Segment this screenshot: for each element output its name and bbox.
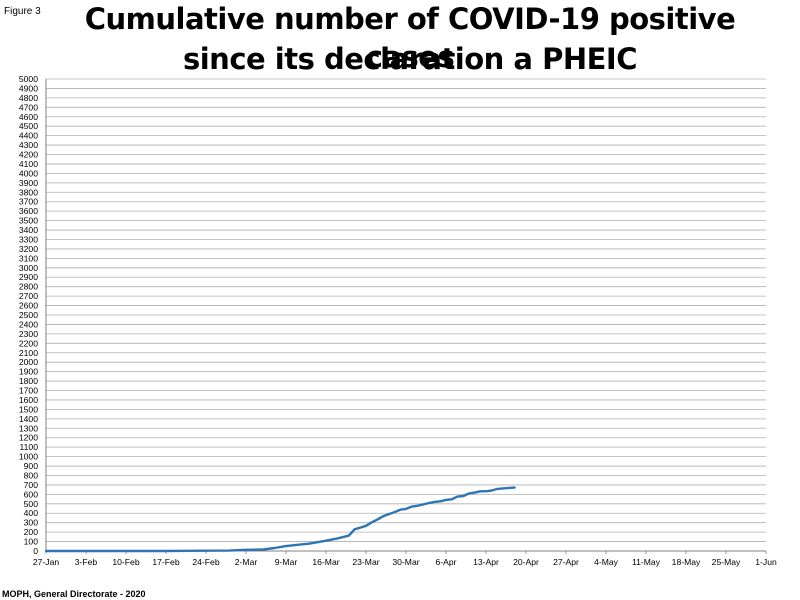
y-tick-label: 1900 xyxy=(19,367,38,377)
y-tick-label: 2900 xyxy=(19,272,38,282)
y-tick-label: 1300 xyxy=(19,423,38,433)
y-tick-label: 2200 xyxy=(19,338,38,348)
y-tick-label: 0 xyxy=(33,546,38,556)
y-tick-label: 4900 xyxy=(19,83,38,93)
y-tick-label: 500 xyxy=(24,499,39,509)
y-tick-label: 4000 xyxy=(19,168,38,178)
x-tick-label: 23-Mar xyxy=(352,557,379,567)
axes xyxy=(45,79,767,554)
x-tick-label: 30-Mar xyxy=(392,557,419,567)
y-tick-label: 1100 xyxy=(20,442,39,452)
y-tick-label: 1000 xyxy=(19,452,38,462)
x-axis-tick-labels: 27-Jan 3-Feb 10-Feb 17-Feb 24-Feb 2-Mar 9-Mar 1… xyxy=(33,557,777,567)
y-tick-label: 1700 xyxy=(19,386,38,396)
x-tick-label: 27-Jan xyxy=(33,557,59,567)
x-tick-label: 3-Feb xyxy=(75,557,98,567)
y-tick-label: 3800 xyxy=(19,187,38,197)
y-tick-label: 4800 xyxy=(19,93,38,103)
y-tick-label: 700 xyxy=(24,480,39,490)
x-tick-label: 1-Jun xyxy=(755,557,777,567)
chart-title-line-2: since its declaration a PHEIC xyxy=(182,42,638,76)
gridlines xyxy=(46,78,766,542)
x-tick-label: 11-May xyxy=(632,557,661,567)
y-tick-label: 3100 xyxy=(19,253,38,263)
series-lines xyxy=(44,486,516,553)
x-tick-label: 6-Apr xyxy=(435,557,456,567)
y-tick-label: 600 xyxy=(24,489,39,499)
y-tick-label: 200 xyxy=(24,527,39,537)
x-tick-label: 18-May xyxy=(672,557,701,567)
x-tick-label: 9-Mar xyxy=(275,557,298,567)
y-tick-label: 3200 xyxy=(19,244,38,254)
y-tick-label: 3700 xyxy=(19,197,38,207)
x-tick-label: 4-May xyxy=(594,557,619,567)
y-tick-label: 2700 xyxy=(19,291,38,301)
y-tick-label: 2400 xyxy=(19,319,38,329)
x-tick-label: 10-Feb xyxy=(112,557,139,567)
y-tick-label: 400 xyxy=(24,508,39,518)
y-tick-label: 2300 xyxy=(19,329,38,339)
y-tick-label: 3500 xyxy=(19,216,38,226)
y-tick-label: 1600 xyxy=(19,395,38,405)
x-tick-label: 2-Mar xyxy=(235,557,258,567)
y-tick-label: 300 xyxy=(24,518,39,528)
y-tick-label: 4600 xyxy=(19,112,38,122)
y-tick-label: 100 xyxy=(24,537,39,547)
y-tick-label: 900 xyxy=(24,461,39,471)
y-tick-label: 2100 xyxy=(19,348,38,358)
x-tick-label: 25-May xyxy=(712,557,741,567)
x-tick-label: 17-Feb xyxy=(152,557,179,567)
y-tick-label: 2600 xyxy=(19,301,38,311)
source-note: MOPH, General Directorate - 2020 xyxy=(2,589,146,599)
y-tick-label: 4100 xyxy=(19,159,38,169)
y-tick-label: 2800 xyxy=(19,282,38,292)
x-tick-label: 20-Apr xyxy=(513,557,539,567)
x-tick-label: 24-Feb xyxy=(192,557,219,567)
y-tick-label: 3400 xyxy=(19,225,38,235)
y-tick-label: 3600 xyxy=(19,206,38,216)
y-tick-label: 3300 xyxy=(19,234,38,244)
series-line-0 xyxy=(44,486,516,553)
y-tick-label: 5000 xyxy=(19,74,38,84)
y-tick-label: 800 xyxy=(24,470,39,480)
x-tick-label: 13-Apr xyxy=(473,557,499,567)
y-tick-label: 2000 xyxy=(19,357,38,367)
y-tick-label: 2500 xyxy=(19,310,38,320)
y-tick-label: 1500 xyxy=(19,404,38,414)
x-tick-label: 16-Mar xyxy=(312,557,339,567)
y-tick-label: 4300 xyxy=(19,140,38,150)
y-tick-label: 4200 xyxy=(19,150,38,160)
y-tick-label: 3900 xyxy=(19,178,38,188)
y-tick-label: 4400 xyxy=(19,131,38,141)
x-tick-label: 27-Apr xyxy=(553,557,579,567)
y-tick-label: 4500 xyxy=(19,121,38,131)
y-tick-label: 1800 xyxy=(19,376,38,386)
figure-label: Figure 3 xyxy=(4,6,41,17)
y-tick-label: 1400 xyxy=(19,414,38,424)
y-tick-label: 1200 xyxy=(19,433,38,443)
y-axis-tick-labels: 0100200300400500600700800900100011001200… xyxy=(19,74,38,556)
chart-title-line-1: Cumulative number of COVID-19 positive c… xyxy=(84,2,736,74)
y-tick-label: 4700 xyxy=(19,102,38,112)
y-tick-label: 3000 xyxy=(19,263,38,273)
